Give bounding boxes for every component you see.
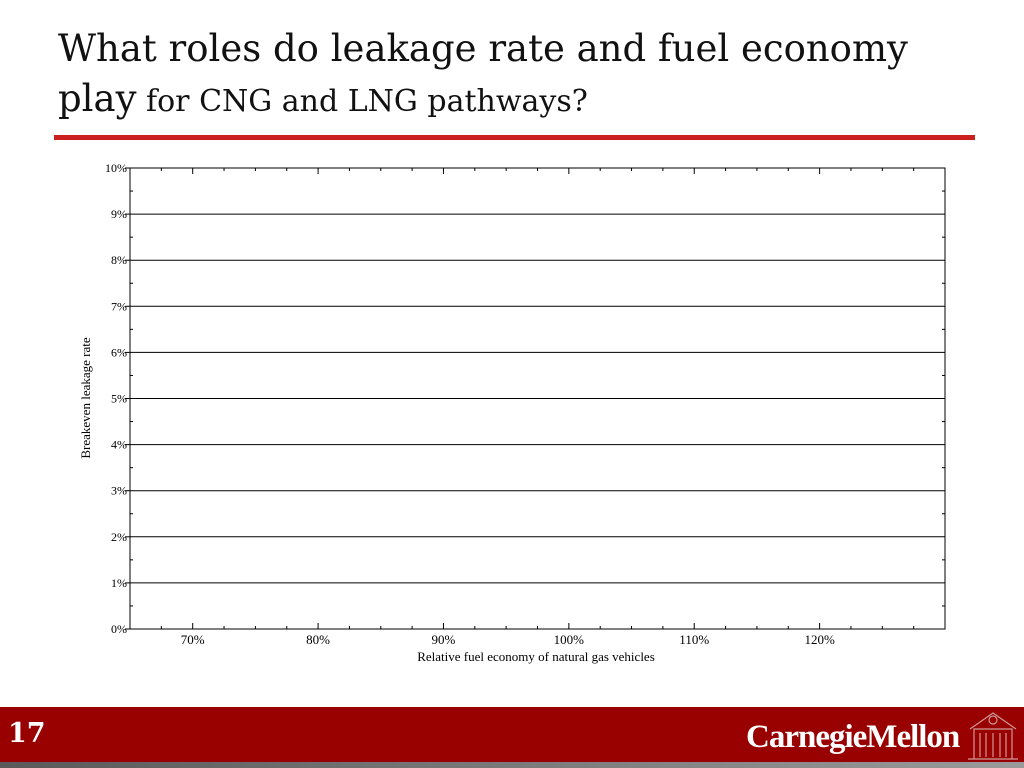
y-axis-title: Breakeven leakage rate — [78, 337, 93, 458]
grid-lines — [130, 213, 945, 584]
slide-title-line1: What roles do leakage rate and fuel econ… — [58, 27, 908, 70]
y-tick-label: 3% — [111, 484, 127, 498]
y-tick-label: 4% — [111, 438, 127, 452]
y-tick-label: 9% — [111, 207, 127, 221]
x-tick-label: 120% — [804, 632, 835, 647]
y-tick-label: 8% — [111, 253, 127, 267]
y-tick-label: 1% — [111, 576, 127, 590]
carnegie-mellon-logo: CarnegieMellon — [746, 719, 960, 755]
x-tick-label: 70% — [181, 632, 205, 647]
x-tick-label: 80% — [306, 632, 330, 647]
x-tick-label: 100% — [554, 632, 585, 647]
slide-title-line2: play for CNG and LNG pathways? — [58, 74, 978, 127]
y-tick-label: 0% — [111, 622, 127, 636]
x-tick-label: 90% — [432, 632, 456, 647]
x-tick-labels: 70% 80% 90% 100% 110% 120% — [181, 632, 835, 647]
slide-title-rest: for CNG and LNG pathways? — [136, 84, 588, 119]
breakeven-leakage-chart: 0% 1% 2% 3% 4% 5% 6% 7% 8% 9% 10% 70% 80% 90% 100% 110… — [78, 161, 946, 664]
slide-title-play: play — [58, 77, 137, 120]
y-tick-label: 6% — [111, 345, 127, 359]
slide-number: 17 — [8, 718, 46, 749]
y-tick-label: 7% — [111, 299, 127, 313]
footer-bar — [0, 707, 1024, 762]
x-axis-title: Relative fuel economy of natural gas veh… — [417, 649, 655, 664]
slide-title: What roles do leakage rate and fuel econ… — [58, 24, 978, 127]
title-rule — [54, 135, 975, 140]
x-tick-label: 110% — [679, 632, 709, 647]
y-tick-label: 2% — [111, 530, 127, 544]
y-tick-labels: 0% 1% 2% 3% 4% 5% 6% 7% 8% 9% 10% — [105, 161, 127, 636]
plot-frame — [129, 167, 946, 630]
y-tick-label: 5% — [111, 392, 127, 406]
university-building-icon — [968, 712, 1018, 760]
footer-stripe — [0, 762, 1024, 768]
y-tick-label: 10% — [105, 161, 127, 175]
